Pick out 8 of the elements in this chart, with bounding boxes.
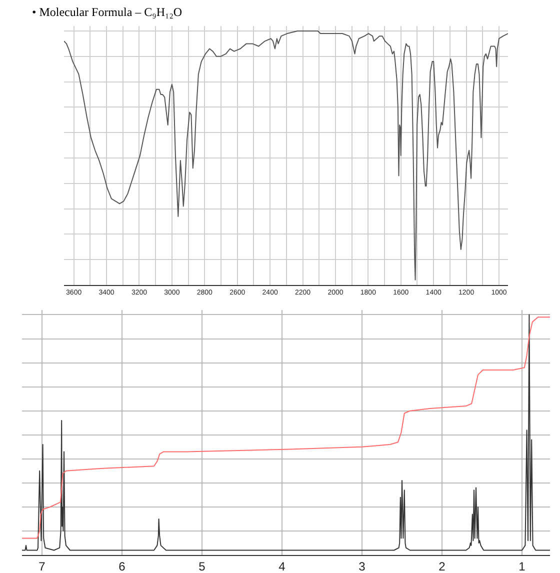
x-tick-label: 1 [518, 559, 526, 573]
x-tick-label: 4 [278, 559, 286, 573]
chart-title: • Molecular Formula – C₉H₁₂O [32, 5, 182, 19]
x-tick-label: 5 [198, 559, 206, 573]
x-tick-label: 7 [38, 559, 46, 573]
x-tick-label: 6 [118, 559, 126, 573]
x-tick-label: 3 [358, 559, 366, 573]
x-tick-label: 2 [438, 559, 446, 573]
